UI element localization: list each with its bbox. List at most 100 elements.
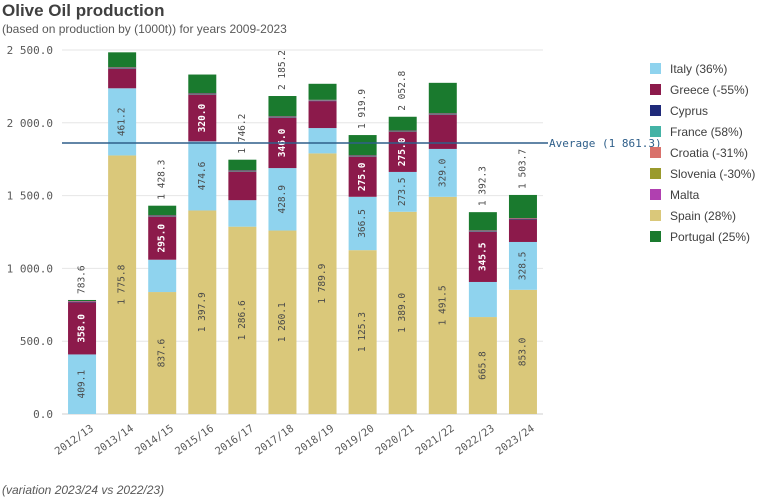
legend-item[interactable]: Portugal (25%) (650, 226, 755, 247)
variation-footnote: (variation 2023/24 vs 2022/23) (2, 483, 165, 497)
segment-value-label: 1 125.3 (357, 312, 368, 352)
legend-item[interactable]: Cyprus (650, 100, 755, 121)
x-category-label: 2016/17 (213, 423, 256, 458)
bar-segment-portugal (348, 135, 377, 156)
bar-segment-greece (228, 171, 257, 201)
legend-item[interactable]: Greece (-55%) (650, 79, 755, 100)
bar-segment-italy (268, 168, 297, 231)
segment-value-label: 1 789.9 (317, 263, 328, 303)
bar-segment-malta (508, 218, 537, 219)
bar-total-label: 1 503.7 (517, 149, 528, 189)
legend-item[interactable]: Malta (650, 184, 755, 205)
bar-segment-malta (228, 170, 257, 171)
bar-segment-cyprus (228, 171, 257, 172)
legend-label: Malta (670, 187, 700, 202)
legend-item[interactable]: Spain (28%) (650, 205, 755, 226)
segment-value-label: 461.2 (117, 108, 128, 137)
legend-swatch (650, 63, 661, 74)
segment-value-label: 328.5 (517, 252, 528, 281)
segment-value-label: 1 397.9 (197, 292, 208, 332)
bar-segment-france (228, 171, 257, 172)
bar-segment-greece (308, 101, 337, 129)
bar-segment-spain (268, 230, 297, 414)
legend-item[interactable]: Croatia (-31%) (650, 142, 755, 163)
segment-value-label: 1 260.1 (277, 302, 288, 342)
x-category-label: 2017/18 (253, 423, 296, 458)
segment-value-label: 665.8 (477, 351, 488, 380)
bar-segment-malta (188, 93, 217, 94)
bar-segment-spain (188, 210, 217, 414)
bar-segment-italy (188, 141, 217, 211)
segment-value-label: 273.5 (397, 178, 408, 207)
legend-label: Cyprus (670, 103, 709, 118)
segment-value-label: 275.0 (357, 162, 368, 191)
bar-total-label: 1 746.2 (237, 114, 248, 154)
bar-segment-malta (148, 215, 177, 216)
bar-segment-portugal (148, 205, 177, 216)
bar-segment-malta (428, 113, 457, 114)
bar-segment-cyprus (388, 131, 417, 132)
bar-segment-greece (68, 302, 97, 355)
segment-value-label: 1 491.5 (437, 285, 448, 325)
bar-segment-greece (348, 156, 377, 197)
legend-item[interactable]: Italy (36%) (650, 58, 755, 79)
bar-segment-malta (388, 130, 417, 132)
legend-swatch (650, 147, 661, 158)
bar-segment-italy (388, 171, 417, 212)
bar-segment-greece (388, 131, 417, 172)
bar-segment-italy (468, 281, 497, 318)
y-tick-label: 2 000.0 (7, 117, 53, 130)
bar-segment-cyprus (188, 94, 217, 95)
legend-item[interactable]: France (58%) (650, 121, 755, 142)
bar-total-label: 2 185.2 (277, 50, 288, 90)
chart-legend: Italy (36%) Greece (-55%) Cyprus France (58… (650, 58, 755, 247)
bar-segment-france (188, 94, 217, 95)
legend-item[interactable]: Slovenia (-30%) (650, 163, 755, 184)
segment-value-label: 320.0 (197, 103, 208, 132)
bar-segment-italy (228, 200, 257, 227)
bar-segment-greece (508, 219, 537, 242)
segment-value-label: 474.6 (197, 161, 208, 190)
legend-swatch (650, 210, 661, 221)
legend-label: Spain (28%) (670, 208, 737, 223)
bar-segment-portugal (308, 83, 337, 100)
legend-swatch (650, 231, 661, 242)
bar-segment-portugal (468, 212, 497, 231)
bar-segment-france (388, 131, 417, 132)
bar-segment-italy (428, 148, 457, 197)
bar-segment-spain (108, 155, 137, 414)
bar-segment-italy (508, 241, 537, 290)
bar-segment-cyprus (468, 231, 497, 232)
bar-segment-portugal (188, 74, 217, 94)
segment-value-label: 1 389.0 (397, 293, 408, 333)
bar-segment-spain (228, 226, 257, 414)
bar-segment-france (148, 216, 177, 217)
x-category-label: 2020/21 (373, 423, 416, 458)
bar-segment-france (428, 113, 457, 115)
bar-segment-portugal (388, 116, 417, 131)
bar-segment-cyprus (508, 218, 537, 220)
bar-segment-france (508, 218, 537, 220)
bar-segment-spain (468, 317, 497, 414)
bar-segment-spain (348, 250, 377, 414)
legend-swatch (650, 189, 661, 200)
segment-value-label: 1 286.6 (237, 300, 248, 340)
bar-segment-cyprus (148, 216, 177, 217)
bar-total-label: 1 919.9 (357, 89, 368, 129)
x-category-label: 2022/23 (454, 423, 497, 458)
x-category-label: 2019/20 (333, 423, 376, 458)
segment-value-label: 358.0 (77, 314, 88, 343)
y-tick-label: 1 000.0 (7, 262, 53, 275)
y-tick-label: 500.0 (20, 335, 53, 348)
bar-segment-italy (308, 128, 337, 154)
average-label: Average (1 861.3) (549, 137, 662, 150)
bar-segment-portugal (228, 159, 257, 171)
bar-segment-cyprus (108, 68, 137, 69)
bar-segment-spain (388, 211, 417, 414)
bar-segment-cyprus (428, 114, 457, 115)
bar-segment-cyprus (268, 117, 297, 118)
chart-title: Olive Oil production (2, 1, 165, 20)
legend-swatch (650, 168, 661, 179)
segment-value-label: 275.0 (397, 137, 408, 166)
